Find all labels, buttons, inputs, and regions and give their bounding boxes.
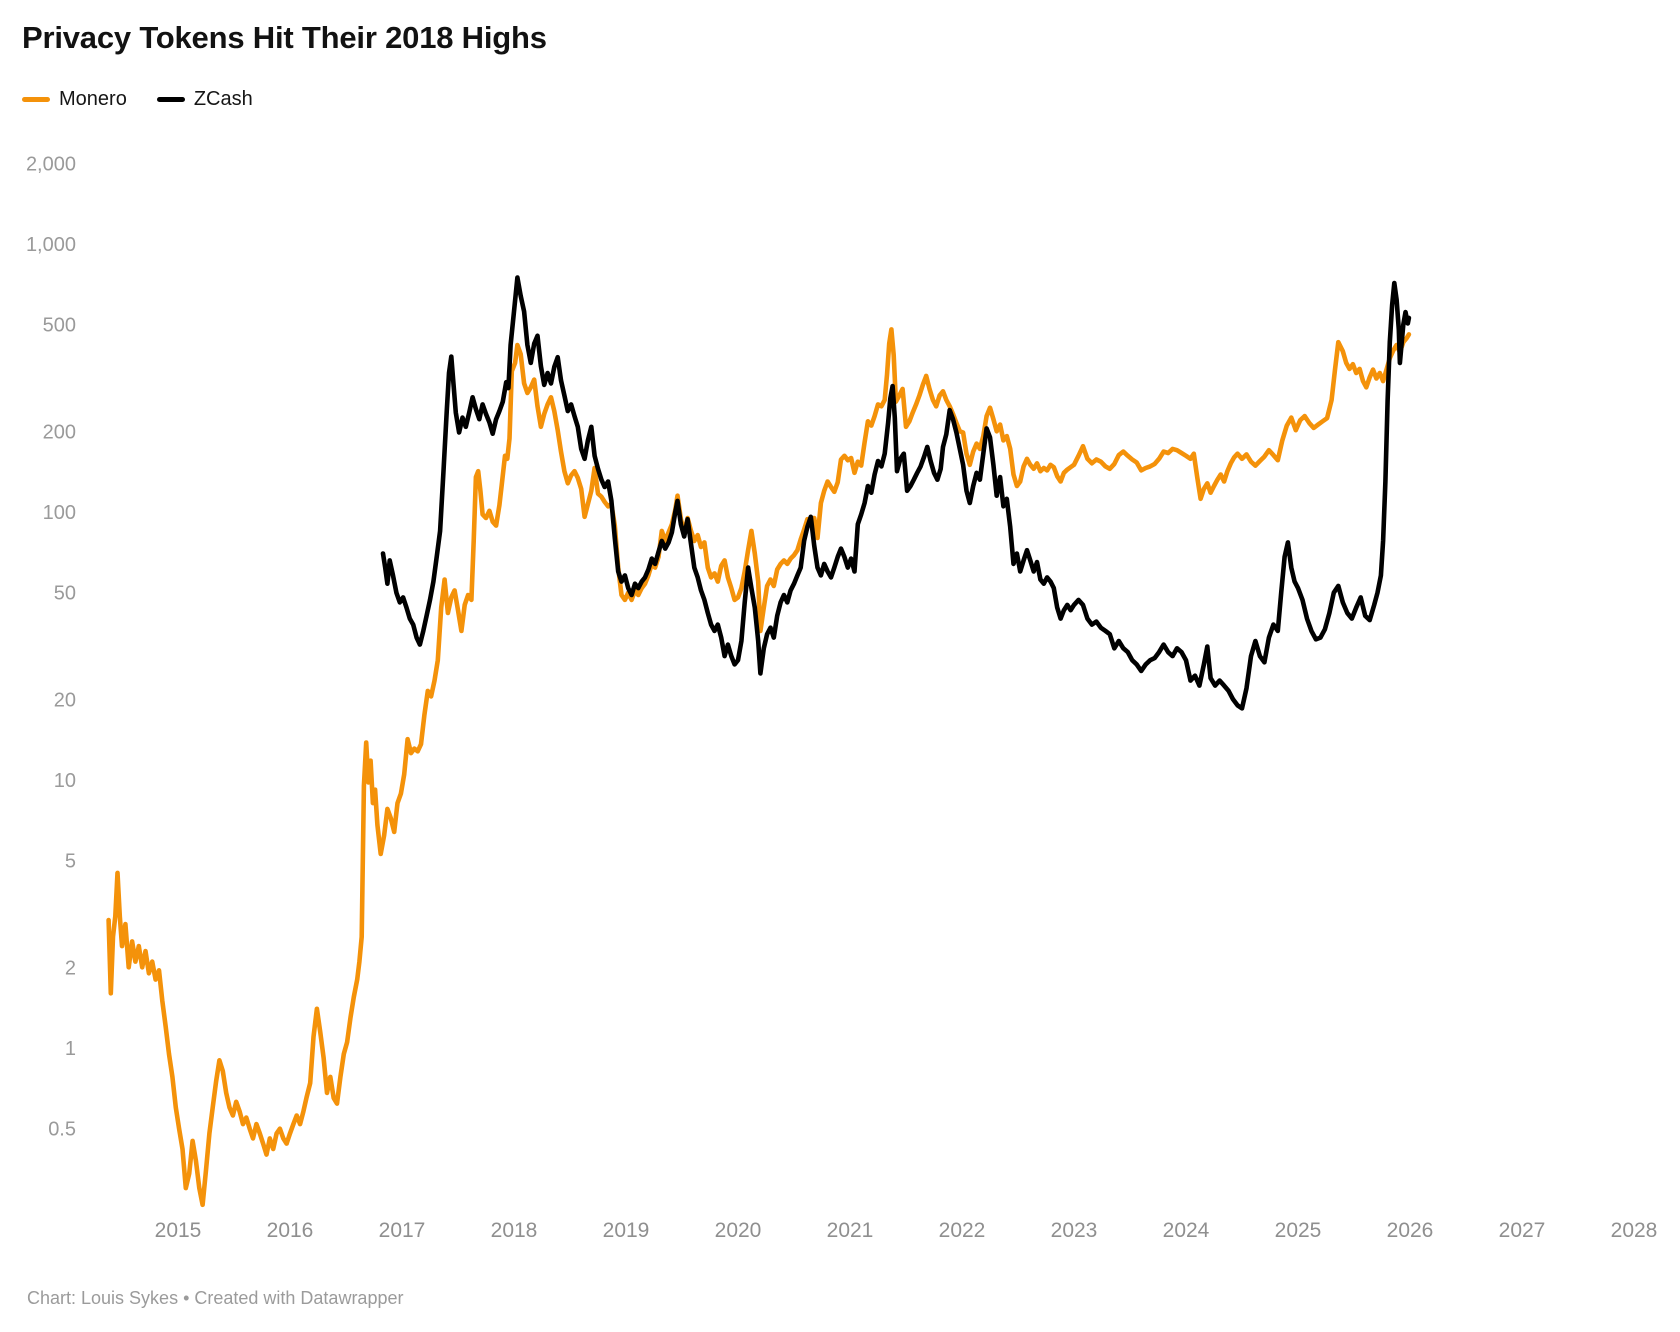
attribution: Chart: Louis Sykes • Created with Datawr… — [27, 1288, 404, 1308]
y-axis-tick-label: 500 — [43, 315, 76, 337]
x-axis-tick-label: 2028 — [1611, 1219, 1658, 1242]
legend-item-zcash[interactable]: ZCash — [156, 88, 253, 111]
x-axis-tick-label: 2027 — [1499, 1219, 1546, 1242]
y-axis-tick-label: 5 — [65, 851, 76, 873]
x-axis-tick-label: 2016 — [267, 1219, 314, 1242]
zcash-line-swatch-icon — [156, 97, 185, 102]
y-axis-tick-label: 2 — [65, 957, 76, 979]
y-axis-tick-label: 10 — [54, 770, 76, 792]
y-axis-tick-label: 50 — [54, 583, 76, 605]
x-axis-tick-label: 2018 — [491, 1219, 538, 1242]
y-axis-tick-label: 20 — [54, 689, 76, 711]
x-axis-tick-label: 2022 — [939, 1219, 986, 1242]
y-axis-tick-label: 0.5 — [48, 1119, 76, 1141]
legend-label-monero: Monero — [59, 88, 127, 110]
x-axis-tick-label: 2020 — [715, 1219, 762, 1242]
page-title: Privacy Tokens Hit Their 2018 Highs — [22, 20, 547, 55]
y-axis-tick-label: 200 — [43, 421, 76, 443]
monero-line[interactable] — [106, 327, 1412, 1208]
y-axis-tick-label: 2,000 — [26, 153, 76, 175]
x-axis-tick-label: 2021 — [827, 1219, 874, 1242]
legend: Monero ZCash — [22, 88, 253, 111]
legend-item-monero[interactable]: Monero — [22, 88, 127, 111]
x-axis-tick-label: 2026 — [1387, 1219, 1434, 1242]
y-axis-tick-label: 1 — [65, 1038, 76, 1060]
zcash-line[interactable] — [380, 275, 1412, 711]
x-axis-tick-label: 2015 — [155, 1219, 202, 1242]
x-axis-tick-label: 2017 — [379, 1219, 426, 1242]
x-axis-tick-label: 2024 — [1163, 1219, 1210, 1242]
legend-label-zcash: ZCash — [193, 88, 253, 110]
y-axis-tick-label: 100 — [43, 502, 76, 524]
x-axis-tick-label: 2023 — [1051, 1219, 1098, 1242]
monero-line-swatch-icon — [22, 97, 50, 102]
y-axis-tick-label: 1,000 — [26, 234, 76, 256]
x-axis-tick-label: 2025 — [1275, 1219, 1322, 1242]
x-axis-tick-label: 2019 — [603, 1219, 650, 1242]
